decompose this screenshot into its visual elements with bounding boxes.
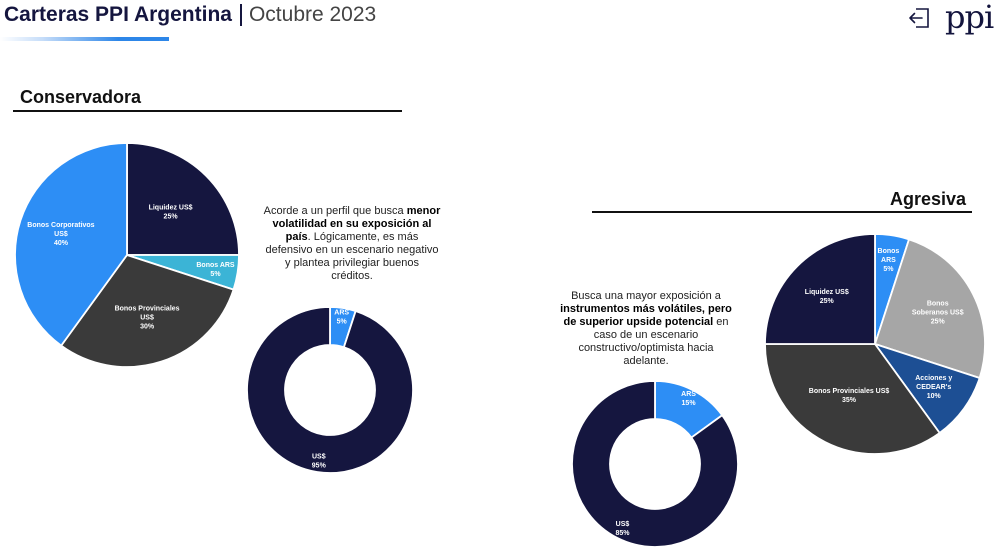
agresiva-pie-slice-4 <box>764 233 876 345</box>
title-underline <box>0 37 169 41</box>
agresiva-pie-label-0: Bonos ARS 5% <box>878 248 900 273</box>
conservadora-desc-part-2: . Lógicamente, es más defensivo en un es… <box>265 231 439 282</box>
agresiva-pie-chart: Bonos ARS 5% Bonos Soberanos US$ 25% Acciones … <box>764 233 986 455</box>
conservadora-desc-bold: menor volatilidad en su exposición al pa… <box>272 205 441 243</box>
conservadora-rule <box>13 110 402 112</box>
agresiva-pie-slice-1 <box>873 238 986 380</box>
conservadora-desc-part-1: Acorde a un perfil que busca <box>263 205 407 217</box>
conservadora-donut-label-0: ARS 5% <box>334 309 349 325</box>
agresiva-donut-slice-1 <box>571 380 739 548</box>
conservadora-pie-label-3: Bonos Corporativos US$ 40% <box>27 222 94 247</box>
conservadora-pie-chart: Liquidez US$ 25% Bonos ARS 5% Bonos Provinci… <box>14 142 240 368</box>
conservadora-pie-label-2: Bonos Provinciales US$ 30% <box>115 305 180 330</box>
title-separator <box>239 4 242 26</box>
agresiva-donut-chart: ARS 15% US$ 85% <box>571 380 739 548</box>
agresiva-pie-label-1: Bonos Soberanos US$ 25% <box>912 301 964 326</box>
conservadora-pie-slice-0 <box>126 142 240 256</box>
section-title-agresiva: Agresiva <box>890 189 967 209</box>
agresiva-donut-label-1: US$ 85% <box>615 521 630 537</box>
ppi-logo: ppi <box>945 0 994 36</box>
conservadora-pie-label-1: Bonos ARS 5% <box>196 262 235 278</box>
page-title-main: Carteras PPI Argentina <box>4 3 232 26</box>
agresiva-pie-label-3: Bonos Provinciales US$ 35% <box>809 388 890 404</box>
conservadora-donut-label-1: US$ 95% <box>312 454 327 470</box>
conservadora-description: Acorde a un perfil que busca menor volat… <box>263 205 441 283</box>
conservadora-pie-slice-3 <box>14 142 128 347</box>
agresiva-desc-part-2: en caso de un escenario constructivo/opt… <box>578 316 729 367</box>
agresiva-desc-bold: instrumentos más volátiles, pero de supe… <box>560 303 732 328</box>
page-subtitle: Octubre 2023 <box>248 3 377 26</box>
page-title: Carteras PPI Argentina Octubre 2023 <box>4 2 376 28</box>
agresiva-rule <box>592 211 972 213</box>
conservadora-donut-slice-1 <box>246 306 414 474</box>
agresiva-pie-slice-3 <box>764 343 941 455</box>
section-title-conservadora: Conservadora <box>20 87 142 107</box>
conservadora-pie-label-0: Liquidez US$ 25% <box>149 204 193 220</box>
conservadora-pie-slice-2 <box>59 253 235 368</box>
agresiva-description: Busca una mayor exposición a instrumento… <box>555 290 737 368</box>
agresiva-desc-part-1: Busca una mayor exposición a <box>571 290 721 302</box>
agresiva-pie-label-4: Liquidez US$ 25% <box>805 289 849 305</box>
agresiva-donut-label-0: ARS 15% <box>681 391 696 407</box>
agresiva-pie-label-2: Acciones y CEDEAR's 10% <box>915 375 952 400</box>
conservadora-donut-chart: ARS 5% US$ 95% <box>246 306 414 474</box>
exit-arrow-icon[interactable] <box>907 6 931 30</box>
